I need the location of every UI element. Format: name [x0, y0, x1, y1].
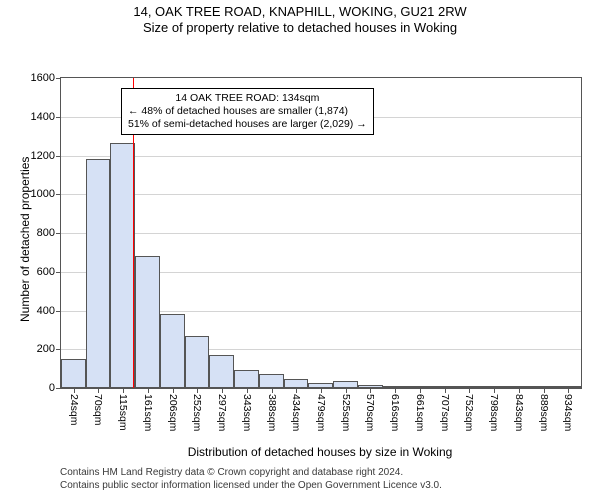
ytick-label: 200 — [37, 343, 61, 355]
xtick-label: 798sqm — [488, 394, 500, 431]
xtick-mark — [420, 388, 421, 393]
footer-line1: Contains HM Land Registry data © Crown c… — [60, 466, 442, 479]
xtick-mark — [74, 388, 75, 393]
histogram-bar — [135, 256, 160, 388]
histogram-bar — [209, 355, 234, 388]
xtick-mark — [123, 388, 124, 393]
xtick-label: 70sqm — [92, 394, 104, 426]
histogram-bar — [110, 143, 135, 388]
xtick-mark — [445, 388, 446, 393]
xtick-label: 752sqm — [463, 394, 475, 431]
gridline — [61, 156, 581, 157]
histogram-bar — [185, 336, 210, 388]
xtick-mark — [395, 388, 396, 393]
footer-line2: Contains public sector information licen… — [60, 479, 442, 492]
xtick-label: 252sqm — [191, 394, 203, 431]
histogram-bar — [333, 381, 358, 388]
xtick-mark — [346, 388, 347, 393]
y-axis-label: Number of detached properties — [18, 157, 32, 322]
x-axis-label: Distribution of detached houses by size … — [60, 445, 580, 459]
gridline — [61, 194, 581, 195]
page-title-line2: Size of property relative to detached ho… — [0, 20, 600, 35]
xtick-label: 24sqm — [68, 394, 80, 426]
footer-attribution: Contains HM Land Registry data © Crown c… — [60, 466, 442, 492]
ytick-label: 1400 — [31, 111, 61, 123]
ytick-label: 1200 — [31, 150, 61, 162]
page-title-line1: 14, OAK TREE ROAD, KNAPHILL, WOKING, GU2… — [0, 4, 600, 19]
histogram-bar — [61, 359, 86, 388]
xtick-mark — [469, 388, 470, 393]
annotation-box: 14 OAK TREE ROAD: 134sqm← 48% of detache… — [121, 88, 374, 135]
xtick-mark — [247, 388, 248, 393]
xtick-label: 115sqm — [117, 394, 129, 431]
xtick-mark — [321, 388, 322, 393]
ytick-label: 400 — [37, 305, 61, 317]
xtick-label: 479sqm — [315, 394, 327, 431]
xtick-mark — [197, 388, 198, 393]
xtick-label: 525sqm — [340, 394, 352, 431]
xtick-mark — [148, 388, 149, 393]
xtick-label: 434sqm — [290, 394, 302, 431]
xtick-mark — [222, 388, 223, 393]
xtick-label: 843sqm — [513, 394, 525, 431]
xtick-label: 707sqm — [439, 394, 451, 431]
xtick-label: 889sqm — [538, 394, 550, 431]
xtick-label: 161sqm — [142, 394, 154, 431]
xtick-mark — [98, 388, 99, 393]
xtick-label: 388sqm — [266, 394, 278, 431]
xtick-mark — [519, 388, 520, 393]
xtick-label: 616sqm — [389, 394, 401, 431]
plot-area: 0200400600800100012001400160024sqm70sqm1… — [60, 77, 582, 389]
annotation-line: ← 48% of detached houses are smaller (1,… — [128, 105, 367, 118]
ytick-label: 1000 — [31, 188, 61, 200]
xtick-mark — [296, 388, 297, 393]
annotation-line: 14 OAK TREE ROAD: 134sqm — [128, 92, 367, 105]
xtick-mark — [173, 388, 174, 393]
xtick-label: 343sqm — [241, 394, 253, 431]
histogram-bar — [259, 374, 284, 388]
xtick-mark — [494, 388, 495, 393]
histogram-bar — [86, 159, 111, 388]
xtick-label: 934sqm — [562, 394, 574, 431]
ytick-label: 800 — [37, 227, 61, 239]
xtick-mark — [544, 388, 545, 393]
histogram-bar — [234, 370, 259, 388]
xtick-mark — [370, 388, 371, 393]
gridline — [61, 233, 581, 234]
ytick-label: 600 — [37, 266, 61, 278]
ytick-label: 0 — [49, 382, 61, 394]
xtick-mark — [568, 388, 569, 393]
xtick-mark — [272, 388, 273, 393]
annotation-line: 51% of semi-detached houses are larger (… — [128, 118, 367, 131]
xtick-label: 570sqm — [364, 394, 376, 431]
histogram-bar — [160, 314, 185, 388]
xtick-label: 297sqm — [216, 394, 228, 431]
histogram-bar — [284, 379, 309, 388]
xtick-label: 206sqm — [167, 394, 179, 431]
xtick-label: 661sqm — [414, 394, 426, 431]
ytick-label: 1600 — [31, 72, 61, 84]
